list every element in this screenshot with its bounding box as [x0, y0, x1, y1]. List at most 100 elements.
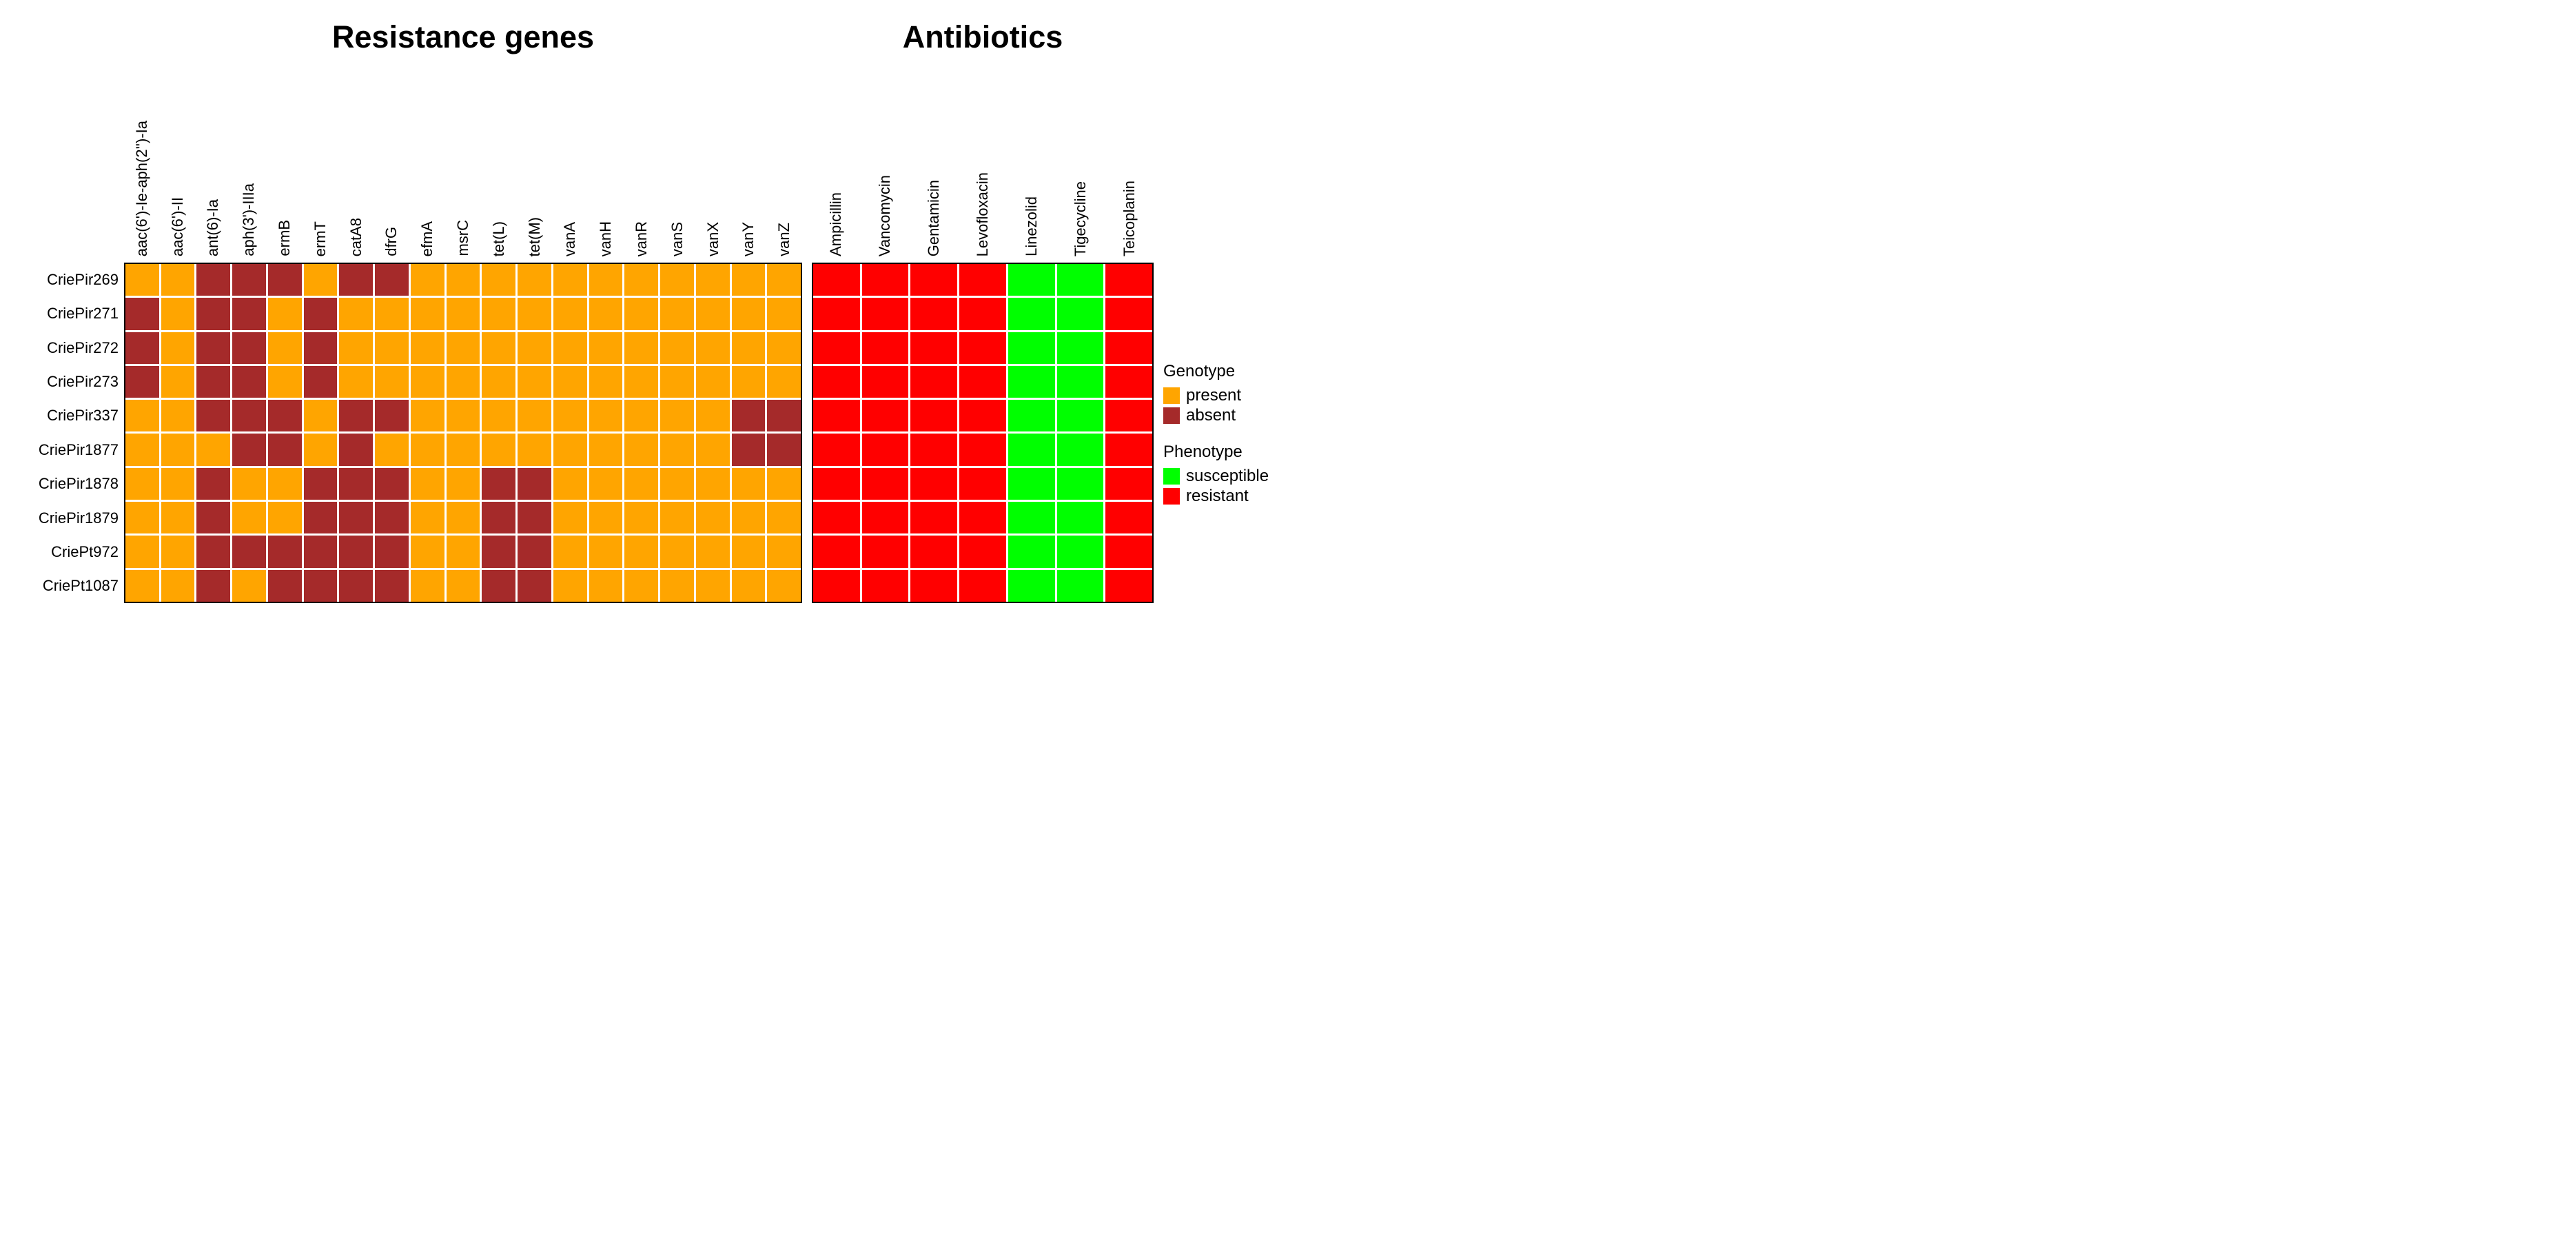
genotype-cell	[375, 536, 409, 568]
phenotype-cell	[1056, 264, 1104, 296]
genotype-cell	[767, 502, 801, 534]
genotype-cell	[375, 400, 409, 432]
phenotype-cell	[861, 502, 909, 534]
phenotype-cell	[1008, 400, 1055, 432]
genotype-cell	[410, 365, 444, 398]
genotype-cell	[339, 569, 374, 602]
phenotype-cell	[910, 569, 958, 602]
phenotype-cell	[1008, 434, 1055, 466]
gene-column-label: efmA	[418, 221, 436, 256]
genotype-cell	[267, 434, 302, 466]
genotype-cell	[125, 264, 159, 296]
genotype-cell	[589, 569, 623, 602]
genotype-cell	[196, 365, 231, 398]
phenotype-cell	[1056, 400, 1104, 432]
genotype-cell	[731, 264, 766, 296]
genotype-cell	[482, 332, 516, 364]
genotype-cell	[731, 569, 766, 602]
genotype-cell	[589, 365, 623, 398]
genotype-cell	[518, 264, 551, 296]
genotype-cell	[553, 569, 587, 602]
genotype-cell	[303, 502, 338, 534]
genotype-cell	[624, 434, 659, 466]
genotype-cell	[695, 298, 730, 330]
genotype-cell	[660, 434, 694, 466]
genotype-cell	[518, 569, 551, 602]
phenotype-cell	[910, 536, 958, 568]
present-color-swatch	[1163, 387, 1180, 404]
resistant-color-swatch	[1163, 488, 1180, 505]
genotype-cell	[624, 467, 659, 500]
gene-column-label: tet(L)	[490, 221, 507, 256]
antibiotic-column-label: Linezolid	[1023, 196, 1040, 256]
phenotype-cell	[910, 365, 958, 398]
genotype-cell	[553, 264, 587, 296]
genotype-cell	[446, 434, 480, 466]
gene-column-label: vanR	[633, 221, 650, 256]
phenotype-cell	[1105, 332, 1152, 364]
phenotype-cell	[959, 332, 1006, 364]
genotype-cell	[446, 569, 480, 602]
genotype-cell	[446, 502, 480, 534]
phenotype-cell	[861, 400, 909, 432]
genotype-cell	[339, 467, 374, 500]
genotype-cell	[518, 467, 551, 500]
genotype-cell	[375, 332, 409, 364]
phenotype-cell	[910, 332, 958, 364]
genotype-cell	[446, 365, 480, 398]
genotype-cell	[410, 502, 444, 534]
legend-item-susceptible: susceptible	[1163, 467, 1269, 485]
phenotype-cell	[813, 332, 860, 364]
genotype-cell	[339, 434, 374, 466]
phenotype-cell	[813, 502, 860, 534]
phenotype-cell	[1105, 569, 1152, 602]
genotype-cell	[553, 332, 587, 364]
phenotype-cell	[910, 264, 958, 296]
phenotype-cell	[861, 298, 909, 330]
phenotype-cell	[813, 569, 860, 602]
phenotype-cell	[1008, 298, 1055, 330]
genotype-cell	[518, 502, 551, 534]
phenotype-cell	[910, 298, 958, 330]
legend-item-present: present	[1163, 387, 1269, 405]
genotype-cell	[624, 502, 659, 534]
genotype-cell	[482, 434, 516, 466]
genotype-cell	[125, 536, 159, 568]
phenotype-cell	[1056, 467, 1104, 500]
genotype-cell	[303, 467, 338, 500]
genotype-cell	[518, 332, 551, 364]
strain-row-label: CriePt1087	[42, 577, 119, 594]
phenotype-cell	[861, 569, 909, 602]
genotype-cell	[125, 400, 159, 432]
genotype-cell	[410, 536, 444, 568]
phenotype-cell	[813, 467, 860, 500]
phenotype-cell	[959, 298, 1006, 330]
genotype-cell	[767, 264, 801, 296]
genotype-cell	[375, 569, 409, 602]
genotype-cell	[589, 298, 623, 330]
genotype-cell	[232, 400, 266, 432]
genotype-cell	[731, 298, 766, 330]
genotype-cell	[267, 332, 302, 364]
genotype-cell	[410, 298, 444, 330]
genotype-cell	[410, 434, 444, 466]
phenotype-cell	[1105, 502, 1152, 534]
genotype-cell	[482, 502, 516, 534]
genotype-cell	[553, 536, 587, 568]
genotype-cell	[267, 467, 302, 500]
genotype-cell	[375, 467, 409, 500]
strain-row-label: CriePir271	[47, 305, 119, 322]
genotype-cell	[375, 434, 409, 466]
genotype-cell	[695, 332, 730, 364]
genotype-cell	[695, 569, 730, 602]
phenotype-cell	[959, 569, 1006, 602]
phenotype-cell	[1105, 434, 1152, 466]
antibiotic-column-label: Tigecycline	[1072, 181, 1089, 256]
genotype-cell	[303, 434, 338, 466]
genotype-cell	[161, 400, 195, 432]
phenotype-cell	[1056, 536, 1104, 568]
genotype-cell	[660, 264, 694, 296]
genotype-cell	[446, 400, 480, 432]
genotype-cell	[267, 502, 302, 534]
genotype-cell	[624, 365, 659, 398]
